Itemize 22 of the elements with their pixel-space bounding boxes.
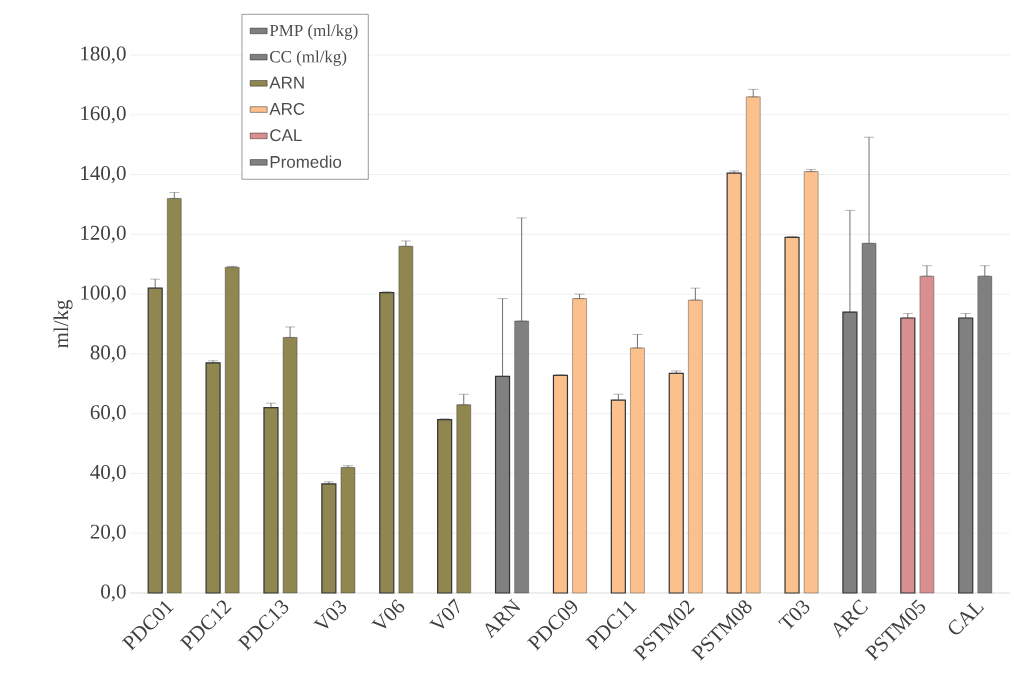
y-tick-label: 40,0	[90, 464, 126, 483]
y-tick-label: 160,0	[81, 106, 126, 124]
legend-label: CAL	[270, 129, 302, 142]
y-tick-label: 60,0	[90, 405, 126, 423]
x-tick-label: V07	[429, 598, 460, 629]
y-tick-label: 80,0	[90, 345, 126, 363]
legend-label: Promedio	[270, 155, 342, 168]
legend-label: ARN	[269, 76, 304, 89]
legend-label: ARC	[269, 102, 305, 115]
y-tick-label: 140,0	[81, 165, 126, 184]
y-tick-label: 0,0	[101, 584, 126, 602]
legend-label: CC (ml/kg)	[270, 50, 347, 66]
y-tick-label: 120,0	[81, 225, 126, 243]
x-tick-label: V06	[371, 599, 405, 629]
x-tick-label: T03	[778, 600, 810, 630]
legend-label: PMP (ml/kg)	[269, 24, 358, 40]
x-tick-label: CAL	[948, 602, 985, 635]
y-tick-label: 100,0	[81, 285, 126, 303]
y-axis-title: ml/kg	[53, 299, 73, 348]
y-tick-label: 180,0	[81, 46, 126, 64]
y-tick-label: 20,0	[90, 524, 126, 542]
x-tick-label: V03	[313, 600, 347, 629]
